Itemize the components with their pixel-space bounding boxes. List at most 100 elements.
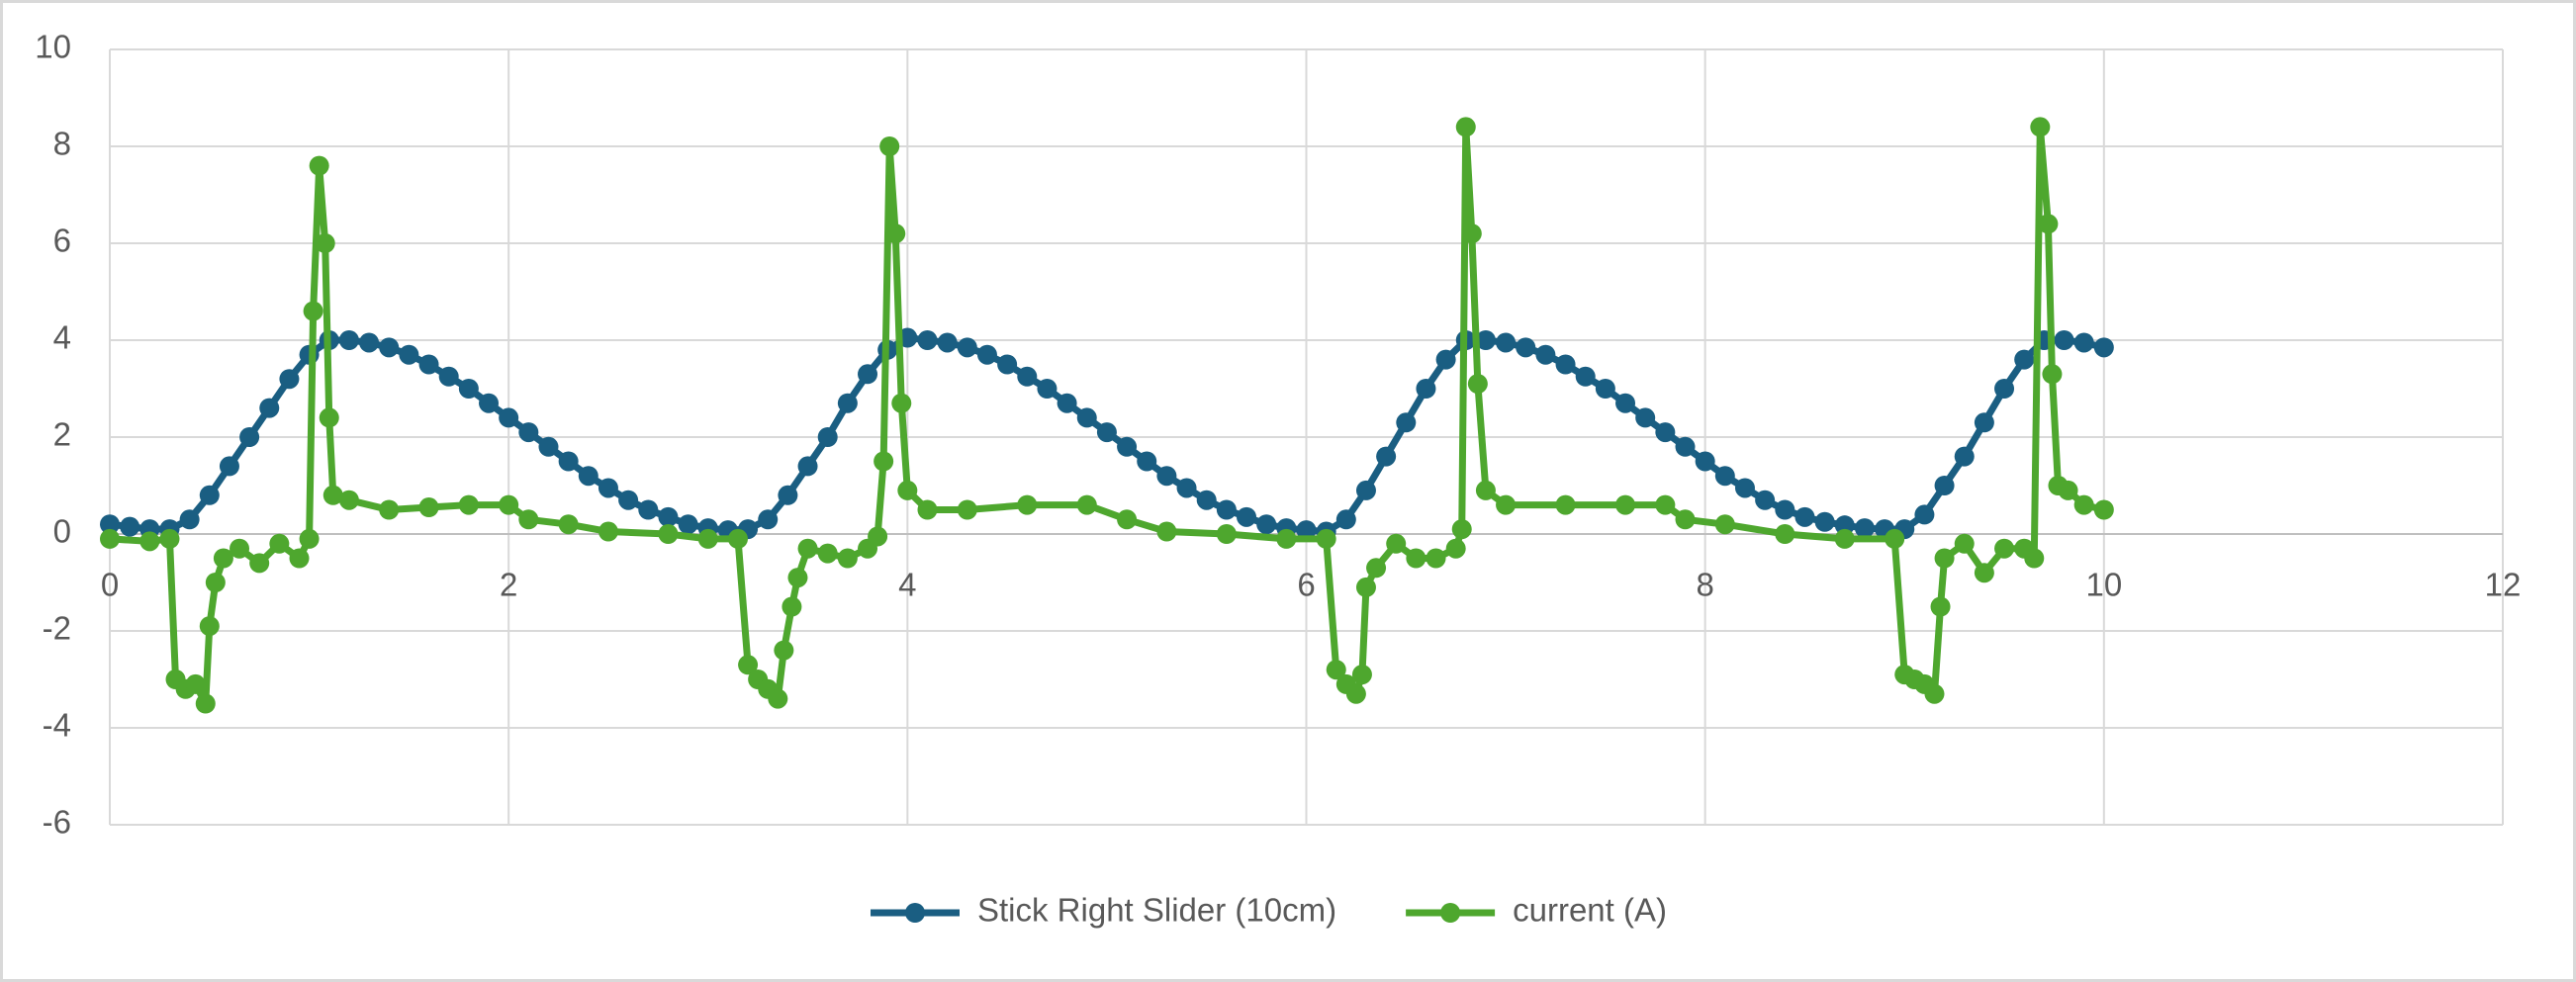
data-point [817,543,838,564]
data-point [782,596,802,617]
data-point [727,528,748,549]
data-point [199,485,220,505]
data-point [1930,596,1951,617]
data-point [1714,466,1735,487]
y-tick-label: 0 [53,513,71,550]
data-point [379,337,400,358]
data-point [120,516,140,537]
data-point [185,673,206,694]
data-point [418,354,439,375]
data-point [1695,451,1715,472]
y-tick-label: -6 [43,804,71,841]
data-point [1117,436,1138,457]
data-point [205,573,226,592]
data-point [618,490,639,510]
data-point [1555,354,1576,375]
data-point [797,456,818,477]
data-point [1994,379,2015,399]
data-point [359,332,380,353]
data-point [697,528,718,549]
data-point [1675,436,1696,457]
data-point [1974,412,1994,433]
x-tick-label: 0 [101,567,119,603]
data-point [598,478,618,498]
data-point [1156,521,1177,542]
data-point [837,548,858,569]
data-point [1834,528,1855,549]
data-point [1216,524,1237,544]
y-tick-label: -4 [43,707,71,744]
data-point [100,528,120,549]
data-point [1924,683,1945,704]
data-point [1974,563,1994,583]
data-point [1196,490,1217,510]
data-point [758,509,779,530]
data-point [976,344,997,365]
legend-marker [1440,903,1461,923]
data-point [338,330,359,350]
data-point [1037,379,1058,399]
data-point [538,436,559,457]
y-tick-label: 10 [35,29,71,65]
data-point [2093,499,2114,520]
data-point [303,301,323,321]
data-point [837,393,858,413]
data-point [2073,332,2094,353]
data-point [917,330,938,350]
data-point [1496,494,1517,515]
data-point [1355,480,1376,500]
data-point [1326,660,1346,680]
data-point [139,531,160,552]
data-point [897,480,918,500]
data-point [1461,223,1482,244]
data-point [957,337,977,358]
data-point [1416,379,1436,399]
data-point [1176,478,1197,498]
data-point [1017,366,1038,387]
data-point [598,521,618,542]
data-point [179,509,200,530]
data-point [1714,514,1735,535]
data-point [1914,504,1935,525]
data-point [2093,337,2114,358]
data-point [1216,499,1237,520]
data-point [2024,548,2045,569]
data-point [399,344,419,365]
data-point [230,538,250,559]
data-point [1994,538,2015,559]
data-point [1445,538,1466,559]
data-point [1296,520,1317,541]
data-point [1755,490,1776,510]
data-point [2058,480,2078,500]
data-point [1376,446,1397,467]
data-point [1076,494,1097,515]
x-tick-label: 8 [1696,567,1713,603]
data-point [269,533,290,554]
data-point [479,393,500,413]
data-point [778,485,798,505]
data-point [874,451,894,472]
x-tick-label: 12 [2485,567,2522,603]
data-point [1426,548,1446,569]
data-point [891,393,912,413]
data-point [100,514,120,535]
legend-label: Stick Right Slider (10cm) [977,892,1336,929]
data-point [879,136,900,156]
data-point [1316,528,1336,549]
data-point [578,466,598,487]
data-point [997,354,1018,375]
data-point [1555,494,1576,515]
data-point [213,548,233,569]
data-point [1096,422,1117,443]
legend-item: current (A) [1406,892,1667,929]
y-tick-label: 4 [53,319,71,356]
data-point [558,514,579,535]
data-point [738,655,759,675]
data-point [1734,478,1755,498]
data-point [499,494,519,515]
data-point [1451,519,1472,540]
data-point [658,506,679,527]
data-point [259,398,280,418]
